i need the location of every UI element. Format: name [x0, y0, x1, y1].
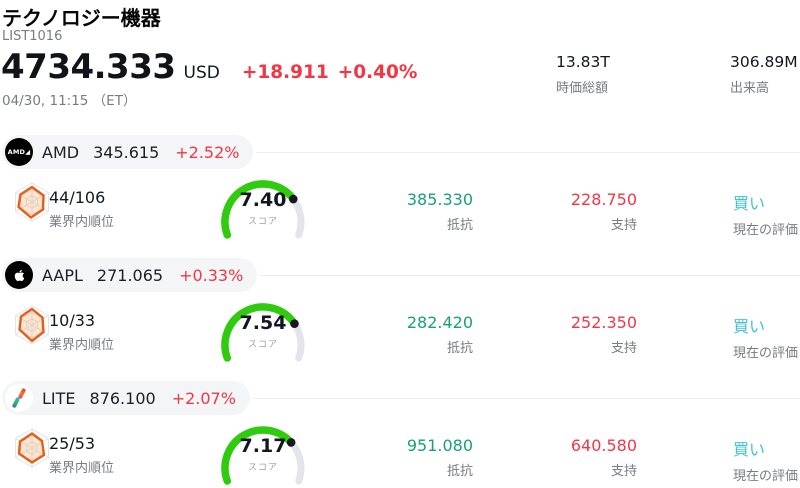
gauge-dot — [288, 194, 298, 204]
market-cap-stat: 13.83T 時価総額 — [556, 53, 610, 96]
row-divider — [256, 151, 800, 153]
ticker-price: 876.100 — [89, 388, 156, 408]
rating-value: 買い — [733, 194, 766, 213]
stock-row-aapl[interactable]: AAPL 271.065 +0.33% 10/33 業界内順位 — [0, 258, 800, 381]
index-price-line: 4734.333 USD +18.911 +0.40% — [1, 47, 417, 87]
rating-value: 買い — [733, 317, 766, 336]
stock-row-lite[interactable]: LITE 876.100 +2.07% 25/53 業界内順位 — [0, 381, 800, 488]
index-price: 4734.333 — [1, 47, 176, 87]
rating-value: 買い — [733, 440, 766, 459]
industry-radar-icon — [15, 182, 49, 222]
stock-row-header: AMD◢ AMD 345.615 +2.52% — [2, 135, 800, 169]
ticker-change: +2.52% — [175, 142, 240, 162]
score-gauge: 7.40 スコア — [213, 172, 313, 258]
support-col: 640.580 支持 — [571, 436, 637, 479]
rank-value: 44/106 — [49, 188, 106, 207]
rating-label: 現在の評価 — [733, 223, 799, 238]
industry-radar-icon — [15, 305, 49, 345]
rating-col: 買い 現在の評価 — [733, 190, 800, 238]
lite-logo-stroke — [11, 396, 20, 409]
industry-rank: 44/106 業界内順位 — [49, 188, 114, 230]
ticker-symbol: AMD — [42, 142, 80, 162]
score-gauge: 7.17 スコア — [213, 418, 313, 488]
resistance-label: 抵抗 — [446, 341, 473, 356]
rank-value: 25/53 — [49, 434, 96, 453]
score-value: 7.54 — [239, 312, 287, 334]
resistance-col: 385.330 抵抗 — [407, 190, 473, 233]
row-divider — [252, 397, 800, 399]
rating-col: 買い 現在の評価 — [733, 436, 800, 484]
rating-label: 現在の評価 — [733, 469, 799, 484]
row-divider — [260, 274, 800, 276]
industry-rank: 25/53 業界内順位 — [49, 434, 114, 476]
apple-logo-icon — [5, 261, 33, 289]
score-gauge: 7.54 スコア — [213, 295, 313, 381]
support-col: 252.350 支持 — [571, 313, 637, 356]
rating-col: 買い 現在の評価 — [733, 313, 800, 361]
score-label: スコア — [247, 340, 278, 350]
support-label: 支持 — [610, 218, 637, 233]
score-label: スコア — [247, 217, 278, 227]
ticker-price: 271.065 — [96, 265, 164, 285]
gauge-dot — [286, 438, 296, 447]
rank-label: 業界内順位 — [49, 338, 115, 353]
score-value: 7.17 — [239, 435, 287, 457]
score-value: 7.40 — [239, 189, 287, 211]
resistance-col: 282.420 抵抗 — [407, 313, 473, 356]
resistance-label: 抵抗 — [446, 464, 473, 479]
support-value: 640.580 — [570, 436, 637, 455]
index-change: +18.911 +0.40% — [242, 62, 418, 83]
ticker-pill-aapl[interactable]: AAPL 271.065 +0.33% — [2, 258, 258, 292]
market-cap-value: 13.83T — [556, 53, 610, 71]
index-change-pct: +0.40% — [337, 62, 418, 83]
ticker-price: 345.615 — [93, 142, 160, 162]
ticker-pill-lite[interactable]: LITE 876.100 +2.07% — [2, 381, 250, 415]
volume-stat: 306.89M 出来高 — [730, 53, 798, 96]
resistance-label: 抵抗 — [446, 218, 473, 233]
ticker-symbol: AAPL — [42, 265, 83, 285]
rank-value: 10/33 — [49, 311, 96, 330]
support-label: 支持 — [610, 464, 637, 479]
score-label: スコア — [247, 463, 278, 473]
stock-row-header: AAPL 271.065 +0.33% — [2, 258, 800, 292]
resistance-col: 951.080 抵抗 — [407, 436, 473, 479]
gauge-dot — [290, 319, 299, 328]
rank-label: 業界内順位 — [49, 461, 115, 476]
resistance-value: 282.420 — [406, 313, 473, 332]
amd-logo-icon: AMD◢ — [5, 138, 33, 166]
resistance-value: 951.080 — [406, 436, 473, 455]
page-title: テクノロジー機器 — [2, 6, 161, 30]
ticker-symbol: LITE — [42, 388, 76, 408]
lite-logo-icon — [5, 384, 33, 412]
ticker-change: +0.33% — [179, 265, 244, 285]
index-change-abs: +18.911 — [241, 62, 329, 83]
market-cap-label: 時価総額 — [556, 81, 609, 96]
volume-value: 306.89M — [730, 53, 798, 71]
industry-radar-icon — [15, 428, 49, 468]
ticker-change: +2.07% — [171, 388, 236, 408]
support-col: 228.750 支持 — [571, 190, 637, 233]
support-value: 252.350 — [570, 313, 637, 332]
currency-label: USD — [183, 63, 220, 83]
industry-rank: 10/33 業界内順位 — [49, 311, 114, 353]
rank-label: 業界内順位 — [49, 215, 115, 230]
quote-timestamp: 04/30, 11:15 （ET） — [2, 93, 137, 109]
ticker-pill-amd[interactable]: AMD◢ AMD 345.615 +2.52% — [2, 135, 254, 169]
resistance-value: 385.330 — [406, 190, 473, 209]
support-label: 支持 — [610, 341, 637, 356]
support-value: 228.750 — [570, 190, 637, 209]
list-id: LIST1016 — [2, 29, 63, 44]
rating-label: 現在の評価 — [733, 346, 799, 361]
stock-row-amd[interactable]: AMD◢ AMD 345.615 +2.52% 44/106 業界内順位 — [0, 135, 800, 258]
volume-label: 出来高 — [730, 81, 770, 96]
stock-row-header: LITE 876.100 +2.07% — [2, 381, 800, 415]
